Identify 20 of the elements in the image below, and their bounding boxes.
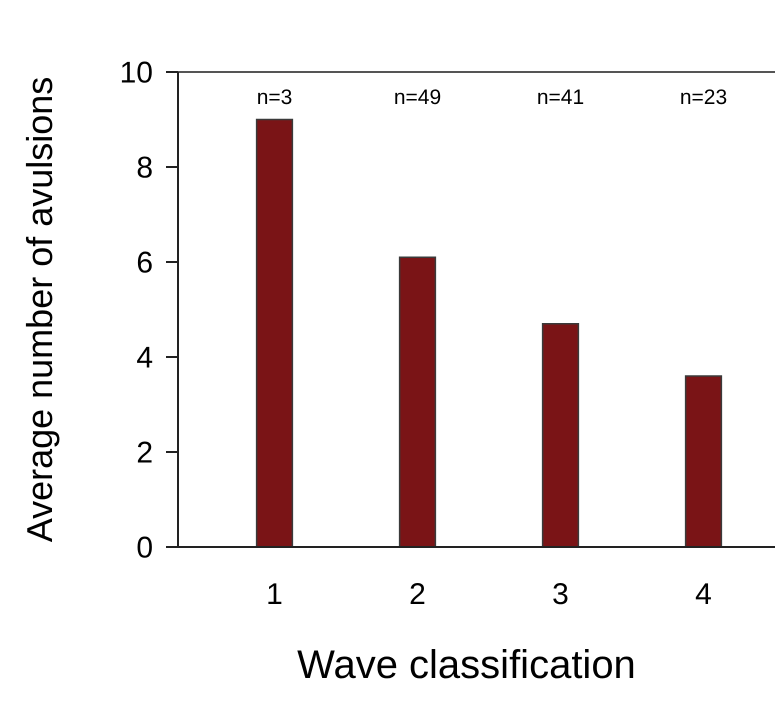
bar: [684, 375, 722, 548]
bar: [398, 256, 436, 548]
x-tick-label: 3: [552, 578, 569, 611]
x-axis-title: Wave classification: [297, 643, 636, 687]
bar: [542, 323, 580, 548]
y-tick-label: 10: [120, 56, 153, 90]
x-tick-label: 2: [409, 578, 426, 611]
annotation: n=41: [536, 86, 584, 109]
y-tick-label: 4: [136, 342, 153, 374]
annotation: n=23: [680, 86, 728, 109]
x-tick-label: 4: [695, 578, 712, 611]
y-tick-label: 8: [136, 152, 153, 184]
annotation: n=3: [256, 86, 292, 109]
y-tick-label: 2: [136, 436, 153, 470]
y-axis-title: Average number of avulsions: [19, 76, 60, 542]
bar: [256, 118, 294, 548]
annotation: n=49: [394, 86, 442, 109]
x-tick-label: 1: [266, 578, 283, 611]
y-tick-label: 6: [136, 246, 153, 280]
y-tick-label: 0: [136, 532, 153, 564]
